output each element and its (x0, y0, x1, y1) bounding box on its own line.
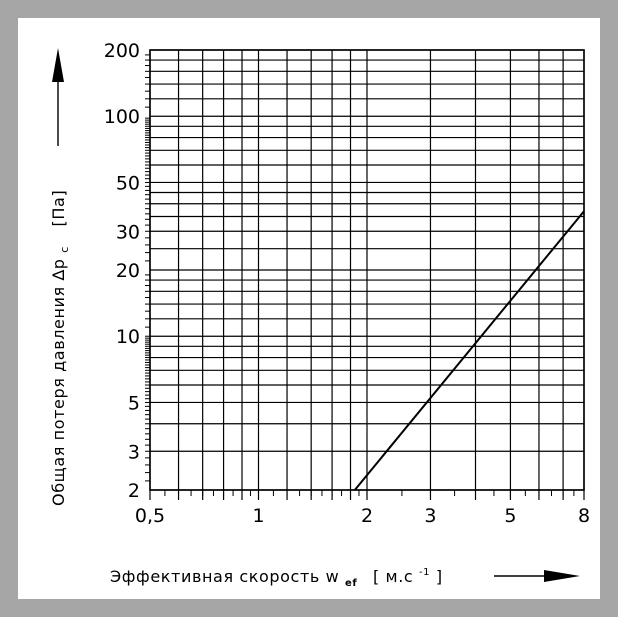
x-tick-labels: 0,5 1 2 3 5 8 (135, 505, 590, 527)
y-axis-unit: [Па] (49, 190, 68, 227)
chart-frame: 0,5 1 2 3 5 8 2 3 5 10 20 30 50 100 200 Общая потеря … (18, 18, 600, 599)
series-layer (355, 211, 584, 490)
y-tick-label: 10 (116, 326, 140, 348)
y-tick-label: 3 (128, 441, 140, 463)
x-tick-label: 1 (252, 505, 264, 527)
y-tick-label: 2 (128, 480, 140, 502)
y-axis-arrow (52, 48, 64, 146)
x-tick-label: 5 (504, 505, 516, 527)
grid (150, 50, 584, 490)
chart: 0,5 1 2 3 5 8 2 3 5 10 20 30 50 100 200 Общая потеря … (18, 18, 600, 599)
y-axis-title: Общая потеря давления ∆p c [Па] (49, 190, 72, 506)
y-tick-label: 30 (116, 221, 140, 243)
y-axis-label-sub: c (58, 246, 71, 253)
x-tick-label: 0,5 (135, 505, 165, 527)
x-axis-unit-end: ] (436, 567, 443, 586)
y-tick-label: 50 (116, 172, 140, 194)
y-tick-label: 100 (104, 106, 140, 128)
x-tick-label: 3 (424, 505, 436, 527)
x-axis-unit-sup: -1 (419, 567, 430, 578)
y-tick-labels: 2 3 5 10 20 30 50 100 200 (104, 40, 140, 502)
x-tick-label: 2 (361, 505, 373, 527)
x-axis-unit: [ м.с (373, 567, 413, 586)
y-tick-label: 200 (104, 40, 140, 62)
y-tick-label: 20 (116, 260, 140, 282)
x-axis-arrow (494, 570, 580, 582)
x-axis-title: Эффективная скорость w ef [ м.с -1 ] (110, 560, 443, 590)
x-axis-label: Эффективная скорость w (110, 567, 339, 586)
y-axis-label: Общая потеря давления ∆p (49, 258, 68, 506)
x-axis-label-sub: ef (345, 578, 357, 589)
series-line (355, 211, 584, 490)
x-tick-label: 8 (578, 505, 590, 527)
minor-ticks (145, 55, 584, 500)
y-tick-label: 5 (128, 392, 140, 414)
